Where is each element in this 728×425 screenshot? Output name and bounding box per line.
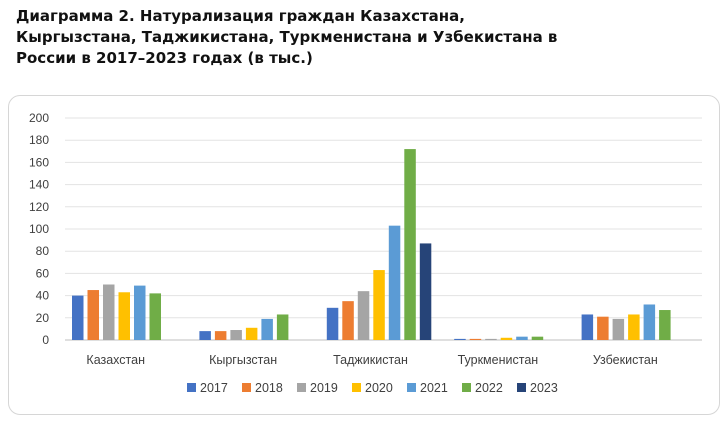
legend-swatch: [407, 383, 416, 392]
y-tick-label: 60: [36, 266, 50, 280]
bar-2023: [419, 243, 432, 340]
bar-2017: [199, 331, 211, 340]
bar-chart: 0 20 40 60 80 100 120 140 160 180 200 Казахстан Кыр…: [29, 111, 702, 395]
y-tick-label: 180: [29, 133, 49, 147]
legend-swatch: [352, 383, 361, 392]
legend-swatch: [187, 383, 196, 392]
bar-2020: [373, 270, 385, 340]
bar-2017: [326, 307, 339, 340]
bar-2022: [149, 293, 161, 340]
bar-2020: [245, 327, 258, 340]
bar-2020: [500, 337, 513, 340]
legend-item-2022: 2022: [462, 381, 503, 395]
x-axis-ticks: Казахстан Кыргызстан Таджикистан Туркменист…: [86, 353, 657, 367]
legend-label: 2023: [530, 381, 558, 395]
legend-label: 2018: [255, 381, 283, 395]
legend-label: 2021: [420, 381, 448, 395]
legend-item-2017: 2017: [187, 381, 228, 395]
bar-2021: [134, 285, 146, 340]
legend: 2017 2018 2019 2020 2021 2022 2023: [187, 381, 558, 395]
legend-item-2020: 2020: [352, 381, 393, 395]
y-tick-label: 20: [36, 311, 50, 325]
bar-2021: [261, 318, 273, 340]
bar-2022: [404, 149, 416, 340]
bar-2022: [531, 336, 544, 340]
legend-swatch: [242, 383, 251, 392]
bar-2021: [388, 225, 401, 340]
legend-label: 2022: [475, 381, 503, 395]
x-tick-label: Узбекистан: [593, 353, 658, 367]
x-tick-label: Казахстан: [86, 353, 145, 367]
bar-2017: [581, 314, 594, 340]
chart-title: Диаграмма 2. Натурализация граждан Казах…: [16, 7, 558, 67]
bar-2018: [342, 301, 354, 340]
legend-label: 2020: [365, 381, 393, 395]
legend-item-2019: 2019: [297, 381, 338, 395]
bars: [72, 149, 671, 340]
x-tick-label: Кыргызстан: [209, 353, 277, 367]
legend-item-2021: 2021: [407, 381, 448, 395]
legend-label: 2017: [200, 381, 228, 395]
bar-2022: [659, 310, 671, 340]
legend-swatch: [462, 383, 471, 392]
legend-item-2018: 2018: [242, 381, 283, 395]
y-tick-label: 80: [36, 244, 50, 258]
bar-2022: [276, 314, 289, 340]
bar-2017: [72, 295, 84, 340]
bar-2021: [516, 336, 528, 340]
bar-2018: [469, 338, 482, 340]
bar-2021: [643, 304, 656, 340]
gridlines: [65, 117, 702, 341]
legend-label: 2019: [310, 381, 338, 395]
x-tick-label: Таджикистан: [333, 353, 408, 367]
bar-2019: [357, 291, 370, 340]
bar-2020: [628, 314, 640, 340]
bar-2018: [214, 331, 227, 340]
bar-2020: [118, 292, 130, 340]
y-tick-label: 0: [42, 333, 49, 347]
x-tick-label: Туркменистан: [458, 353, 539, 367]
y-tick-label: 100: [29, 222, 49, 236]
bar-2019: [230, 330, 242, 340]
bar-2017: [454, 338, 466, 340]
y-tick-label: 120: [29, 200, 49, 214]
y-tick-label: 140: [29, 178, 49, 192]
y-tick-label: 200: [29, 111, 49, 125]
legend-swatch: [297, 383, 306, 392]
bar-2019: [485, 338, 497, 340]
y-tick-label: 40: [36, 289, 50, 303]
y-axis-ticks: 0 20 40 60 80 100 120 140 160 180 200: [29, 111, 49, 347]
bar-2019: [612, 318, 625, 340]
legend-swatch: [517, 383, 526, 392]
bar-2019: [103, 284, 115, 340]
bar-2018: [87, 290, 99, 340]
y-tick-label: 160: [29, 155, 49, 169]
legend-item-2023: 2023: [517, 381, 558, 395]
chart-frame: 0 20 40 60 80 100 120 140 160 180 200 Казахстан Кыр…: [8, 95, 720, 415]
bar-2018: [597, 316, 609, 340]
